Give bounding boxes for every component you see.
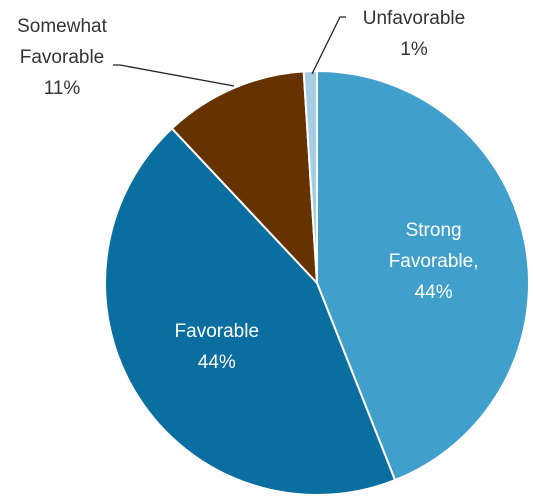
pie-slice-unfavorable: [302, 70, 318, 284]
leader-line-somewhat-favorable: [113, 64, 235, 87]
pie-slice-strong-favorable: [316, 70, 530, 482]
pie-slice-favorable: [104, 127, 397, 496]
slice-label-unfavorable-line-1: Unfavorable: [363, 8, 465, 29]
slice-label-somewhat-favorable-line-2: Favorable: [20, 47, 105, 68]
slice-label-unfavorable-line-2: 1%: [400, 39, 428, 60]
leader-lines: [113, 16, 346, 87]
slice-labels: Strong Favorable, 44% Favorable 44% Somewhat F…: [17, 8, 478, 373]
pie-slice-somewhat-favorable: [170, 70, 318, 284]
slice-label-somewhat-favorable-line-1: Somewhat: [17, 16, 107, 37]
slice-label-strong-favorable-line-3: 44%: [415, 282, 453, 303]
slice-label-strong-favorable-line-2: Favorable,: [389, 251, 479, 272]
pie-slices: [104, 70, 530, 496]
leader-line-unfavorable: [311, 16, 346, 75]
slice-label-somewhat-favorable-line-3: 11%: [44, 78, 81, 99]
slice-label-favorable-line-2: 44%: [198, 352, 236, 373]
slice-label-favorable-line-1: Favorable: [175, 321, 260, 342]
slice-label-strong-favorable-line-1: Strong: [406, 220, 462, 241]
